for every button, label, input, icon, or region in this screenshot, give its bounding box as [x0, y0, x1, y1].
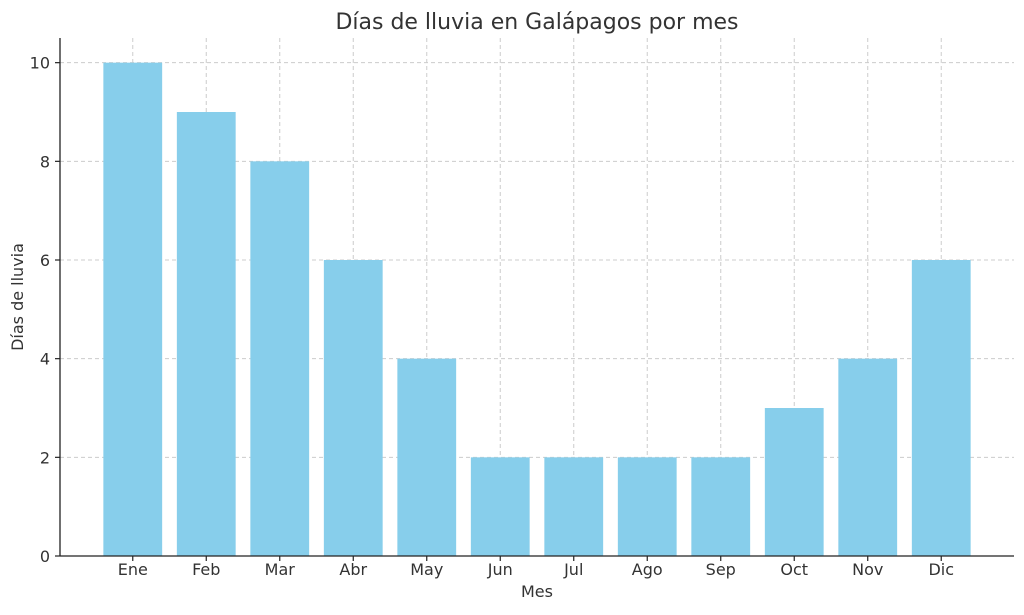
y-tick-label: 8	[40, 152, 50, 171]
x-tick-label: Mar	[265, 560, 296, 579]
bar-mar	[250, 161, 310, 557]
y-tick-label: 6	[40, 251, 50, 270]
y-tick-label: 2	[40, 448, 50, 467]
ticks: 0 2 4 6 8 10 Ene Feb Mar Abr May Jun Jul Ago Sep Oct Nov…	[30, 54, 954, 579]
x-tick-label: Jun	[487, 560, 513, 579]
bar-dic	[911, 260, 971, 556]
y-tick-label: 10	[30, 54, 50, 73]
x-tick-label: Dic	[928, 560, 954, 579]
bar-feb	[176, 112, 236, 556]
x-tick-label: May	[410, 560, 443, 579]
bar-ene	[103, 62, 163, 557]
x-tick-label: Sep	[706, 560, 736, 579]
x-tick-label: Ago	[632, 560, 663, 579]
chart-title: Días de lluvia en Galápagos por mes	[335, 10, 738, 35]
y-axis-label: Días de lluvia	[8, 243, 27, 351]
bar-jun	[470, 457, 530, 556]
x-tick-label: Oct	[780, 560, 808, 579]
bar-may	[397, 358, 457, 556]
x-axis-label: Mes	[521, 582, 553, 601]
bar-oct	[764, 408, 824, 556]
x-tick-label: Abr	[339, 560, 367, 579]
bars	[103, 62, 971, 557]
bar-abr	[323, 260, 383, 556]
y-tick-label: 0	[40, 547, 50, 566]
axes	[59, 38, 1014, 557]
bar-jul	[544, 457, 604, 556]
x-tick-label: Feb	[192, 560, 220, 579]
y-tick-label: 4	[40, 350, 50, 369]
bar-ago	[617, 457, 677, 556]
x-tick-label: Jul	[563, 560, 583, 579]
bar-nov	[838, 358, 898, 556]
bar-sep	[691, 457, 751, 556]
x-tick-label: Nov	[852, 560, 883, 579]
x-tick-label: Ene	[118, 560, 148, 579]
